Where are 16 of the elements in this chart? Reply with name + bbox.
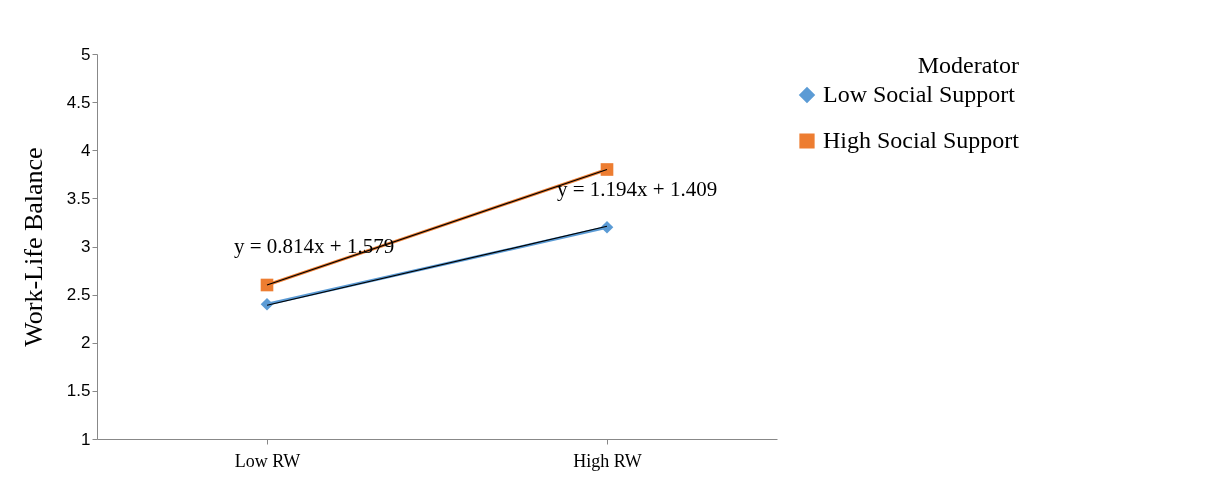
y-axis-title: Work-Life Balance — [18, 147, 48, 347]
y-tick-label: 3 — [81, 237, 91, 256]
y-tick-label: 5 — [81, 44, 91, 64]
y-tick-label: 2.5 — [66, 285, 91, 305]
y-tick-label: 4 — [81, 140, 91, 160]
legend-label: Low Social Support — [823, 81, 1016, 107]
y-tick-label: 4.5 — [66, 92, 91, 112]
y-tick-label: 2 — [81, 333, 91, 353]
legend-label: High Social Support — [823, 127, 1020, 153]
x-tick-label: High RW — [573, 450, 642, 471]
y-tick-label: 3.5 — [66, 188, 91, 208]
legend-title: Moderator — [917, 52, 1020, 78]
x-tick-label: Low RW — [234, 450, 301, 471]
y-tick-label: 1 — [81, 429, 91, 449]
annotation: y = 1.194x + 1.409 — [557, 177, 718, 201]
y-tick-label: 1.5 — [66, 381, 91, 401]
